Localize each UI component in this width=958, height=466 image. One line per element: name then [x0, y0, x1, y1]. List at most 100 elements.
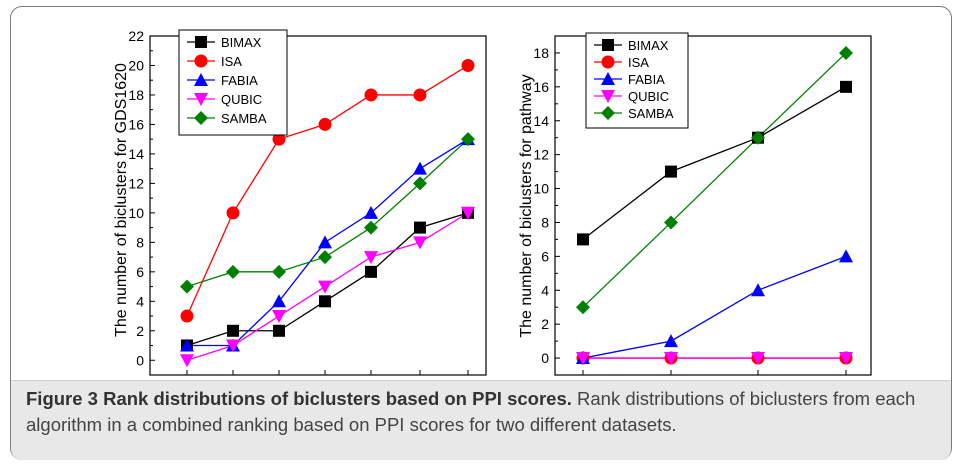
legend-marker-samba [601, 106, 615, 120]
y-tick-label: 0 [136, 352, 144, 368]
y-tick-label: 14 [533, 113, 549, 129]
legend-marker-isa [194, 54, 208, 68]
y-tick-label: 14 [128, 146, 144, 162]
plot-frame [149, 35, 487, 376]
data-point-bimax [665, 165, 677, 178]
series-line-bimax [582, 86, 847, 240]
data-point-samba [180, 279, 194, 294]
data-point-qubic [318, 280, 332, 294]
data-point-fabia [318, 235, 332, 249]
legend-label: QUBIC [628, 89, 669, 104]
data-point-bimax [273, 324, 285, 337]
y-tick-label: 22 [128, 28, 144, 44]
y-tick-label: 18 [128, 87, 144, 103]
data-point-isa [413, 88, 427, 102]
data-point-isa [180, 309, 194, 323]
legend-label: SAMBA [628, 106, 674, 121]
data-point-fabia [364, 205, 378, 219]
y-tick-label: 12 [533, 147, 549, 163]
legend-marker-fabia [194, 73, 208, 86]
data-point-qubic [461, 206, 475, 220]
figure-caption: Figure 3 Rank distributions of bicluster… [26, 386, 926, 438]
legend-label: FABIA [221, 73, 258, 88]
data-point-bimax [365, 265, 377, 278]
data-point-fabia [839, 249, 853, 263]
data-point-bimax [577, 233, 589, 246]
y-tick-label: 12 [128, 175, 144, 191]
chart-gds1620-plot: 0246810121416182022Top10Top30Top50Top70T… [113, 28, 487, 398]
y-tick-label: 8 [136, 234, 144, 250]
y-tick-label: 10 [533, 181, 549, 197]
data-point-fabia [413, 161, 427, 175]
data-point-qubic [751, 352, 765, 366]
chart-pathway-plot: 024681012141618Top10Top20Top30Top40The n… [518, 32, 872, 398]
legend: BIMAX ISA FABIA QUBIC SAMBA [585, 32, 689, 129]
legend-label: ISA [628, 55, 649, 70]
data-point-isa [364, 88, 378, 102]
y-tick-label: 2 [541, 316, 549, 332]
data-point-fabia [751, 283, 765, 297]
data-point-samba [461, 132, 475, 147]
y-tick-label: 2 [136, 323, 144, 339]
data-point-samba [576, 300, 590, 315]
data-point-qubic [272, 310, 286, 324]
y-tick-label: 16 [533, 79, 549, 95]
caption-text: Rank distributions of biclusters from ea… [26, 388, 916, 435]
data-point-fabia [180, 338, 194, 352]
series-line-samba [582, 52, 847, 308]
legend-marker-qubic [601, 90, 615, 103]
legend-marker-bimax [602, 39, 614, 51]
data-point-qubic [576, 352, 590, 366]
y-tick-label: 4 [541, 282, 549, 298]
y-tick-label: 16 [128, 116, 144, 132]
data-point-qubic [364, 251, 378, 265]
data-point-fabia [664, 334, 678, 348]
data-point-samba [664, 215, 678, 230]
y-tick-label: 10 [128, 205, 144, 221]
y-tick-label: 18 [533, 45, 549, 61]
data-point-bimax [414, 221, 426, 234]
legend-marker-bimax [195, 36, 207, 48]
legend-label: ISA [221, 54, 242, 69]
data-point-isa [272, 132, 286, 146]
data-point-fabia [272, 294, 286, 308]
data-point-qubic [226, 339, 240, 353]
data-point-qubic [664, 352, 678, 366]
y-tick-label: 4 [136, 293, 144, 309]
data-point-samba [226, 264, 240, 279]
legend-marker-isa [601, 55, 615, 69]
legend-label: QUBIC [221, 92, 262, 107]
series-line-fabia [582, 255, 847, 359]
caption-bar [11, 380, 951, 460]
legend-marker-qubic [194, 93, 208, 106]
caption-title: Figure 3 Rank distributions of bicluster… [26, 388, 572, 409]
data-point-samba [751, 130, 765, 145]
data-point-isa [226, 206, 240, 220]
data-point-qubic [180, 354, 194, 368]
legend-label: BIMAX [221, 35, 262, 50]
data-point-samba [413, 176, 427, 191]
legend-label: FABIA [628, 72, 665, 87]
data-point-samba [364, 220, 378, 235]
legend-label: SAMBA [221, 111, 267, 126]
y-tick-label: 0 [541, 350, 549, 366]
data-point-isa [461, 58, 475, 72]
legend-marker-samba [194, 111, 208, 125]
data-point-bimax [840, 80, 852, 93]
legend-label: BIMAX [628, 38, 669, 53]
data-point-bimax [227, 324, 239, 337]
legend: BIMAX ISA FABIA QUBIC SAMBA [178, 29, 288, 136]
data-point-samba [318, 250, 332, 265]
data-point-samba [839, 45, 853, 60]
data-point-qubic [839, 352, 853, 366]
data-point-samba [272, 264, 286, 279]
y-axis-label: The number of biclusters for GDS1620 [113, 63, 130, 337]
data-point-bimax [319, 295, 331, 308]
y-tick-label: 6 [541, 248, 549, 264]
y-axis-label: The number of biclusters for pathway [518, 74, 535, 337]
data-point-isa [318, 117, 332, 131]
y-tick-label: 8 [541, 214, 549, 230]
legend-marker-fabia [601, 72, 615, 85]
y-tick-label: 6 [136, 264, 144, 280]
